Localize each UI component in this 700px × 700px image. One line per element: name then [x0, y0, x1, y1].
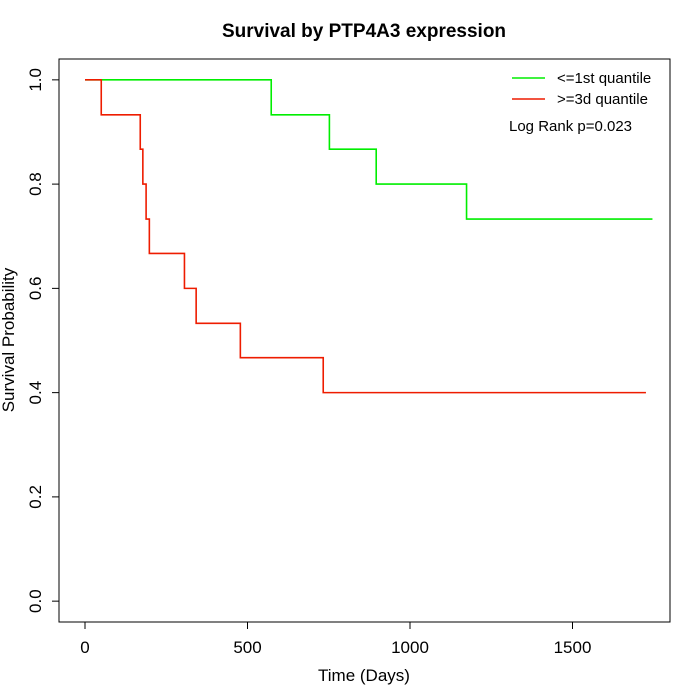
y-tick-label: 0.6 [26, 277, 45, 301]
chart-title: Survival by PTP4A3 expression [222, 21, 506, 42]
series-layer [85, 79, 653, 394]
legend-label: >=3d quantile [557, 91, 648, 108]
x-axis: 0 500 1000 1500 [80, 621, 592, 657]
x-tick-label: 1500 [554, 638, 592, 657]
y-tick-label: 0.8 [26, 172, 45, 196]
y-tick-label: 0.2 [26, 485, 45, 509]
y-tick-label: 0.4 [26, 381, 45, 405]
y-axis: 0.0 0.2 0.4 0.6 0.8 1.0 [26, 68, 60, 613]
high-expression-curve [85, 79, 646, 394]
x-tick-label: 1000 [391, 638, 429, 657]
legend: <=1st quantile >=3d quantile [512, 70, 651, 108]
x-axis-label: Time (Days) [318, 666, 410, 685]
low-expression-curve [85, 79, 653, 220]
y-axis-label: Survival Probability [0, 267, 18, 412]
y-tick-label: 1.0 [26, 68, 45, 92]
plot-frame [58, 58, 671, 623]
log-rank-annotation: Log Rank p=0.023 [509, 118, 632, 135]
x-tick-label: 0 [80, 638, 89, 657]
legend-label: <=1st quantile [557, 70, 651, 87]
y-tick-label: 0.0 [26, 589, 45, 613]
x-tick-label: 500 [233, 638, 261, 657]
